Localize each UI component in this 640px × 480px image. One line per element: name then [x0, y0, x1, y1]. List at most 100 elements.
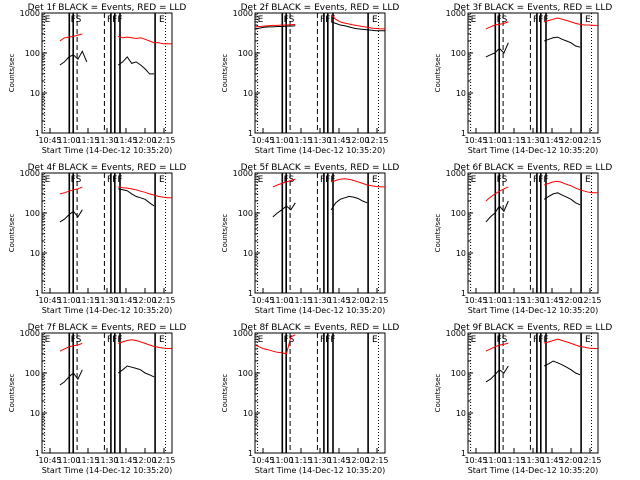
- event-marker-label: FS: [71, 335, 82, 345]
- x-tick-label: 11:30: [95, 456, 118, 465]
- event-marker-label: FFF: [320, 335, 336, 345]
- chart-title: Det 9f BLACK = Events, RED = LLD: [454, 323, 613, 333]
- series-lld-red: [485, 338, 598, 352]
- event-marker-label: FS: [497, 175, 508, 185]
- x-tick-label: 11:00: [57, 136, 80, 145]
- x-tick-label: 11:15: [76, 136, 99, 145]
- y-tick-label: 1: [35, 129, 40, 138]
- x-tick-label: 11:15: [76, 456, 99, 465]
- chart-title: Det 5f BLACK = Events, RED = LLD: [241, 163, 400, 173]
- series-events-black: [485, 36, 581, 58]
- x-tick-label: 11:15: [289, 456, 312, 465]
- x-tick-label: 10:45: [251, 456, 274, 465]
- panel-det-1: Det 1f BLACK = Events, RED = LLD 1 10 100 10…: [8, 3, 186, 155]
- x-axis-label: Start Time (14-Dec-12 10:35:20): [42, 466, 173, 475]
- series-events-black: [272, 195, 368, 218]
- series-lld-red: [272, 178, 385, 188]
- x-tick-label: 10:45: [464, 136, 487, 145]
- event-marker-label: E: [258, 175, 264, 185]
- panel-det-5: Det 5f BLACK = Events, RED = LLD 1 10 100 10…: [221, 163, 399, 315]
- x-tick-label: 12:00: [133, 136, 156, 145]
- x-tick-label: 11:30: [521, 296, 544, 305]
- x-tick-label: 11:00: [57, 296, 80, 305]
- x-tick-label: 11:30: [308, 456, 331, 465]
- y-tick-label: 10: [30, 409, 40, 418]
- x-tick-label: 12:15: [578, 456, 601, 465]
- x-axis-label: Start Time (14-Dec-12 10:35:20): [255, 306, 386, 315]
- x-tick-label: 10:45: [38, 136, 61, 145]
- x-tick-label: 10:45: [38, 296, 61, 305]
- plot-frame: [41, 12, 173, 134]
- series-events-black: [254, 21, 385, 32]
- chart-title: Det 4f BLACK = Events, RED = LLD: [28, 163, 187, 173]
- x-tick-label: 10:45: [38, 456, 61, 465]
- y-tick-label: 100: [238, 49, 253, 58]
- x-axis-label: Start Time (14-Dec-12 10:35:20): [255, 466, 386, 475]
- y-axis-label: Counts/sec: [221, 214, 229, 253]
- y-tick-label: 1: [248, 129, 253, 138]
- x-tick-label: 11:45: [540, 296, 563, 305]
- event-marker-label: E: [159, 15, 165, 25]
- y-tick-label: 100: [451, 369, 466, 378]
- series-events-black: [59, 365, 155, 386]
- panel-det-3: Det 3f BLACK = Events, RED = LLD 1 10 100 10…: [434, 3, 612, 155]
- event-marker-label: FS: [284, 15, 295, 25]
- series-lld-red: [485, 180, 598, 202]
- x-tick-label: 11:45: [540, 136, 563, 145]
- y-tick-label: 1000: [233, 9, 253, 18]
- y-tick-label: 10: [456, 409, 466, 418]
- x-axis-label: Start Time (14-Dec-12 10:35:20): [468, 466, 599, 475]
- x-tick-label: 12:15: [152, 296, 175, 305]
- x-tick-label: 11:15: [502, 296, 525, 305]
- plot-frame: [467, 172, 599, 294]
- event-marker-label: FS: [497, 15, 508, 25]
- y-axis-label: Counts/sec: [8, 374, 16, 413]
- x-tick-label: 11:00: [270, 296, 293, 305]
- x-tick-label: 11:45: [114, 136, 137, 145]
- event-marker-label: E: [471, 175, 477, 185]
- event-marker-label: FFF: [533, 335, 549, 345]
- y-axis-label: Counts/sec: [8, 54, 16, 93]
- y-tick-label: 1: [248, 449, 253, 458]
- x-tick-label: 12:15: [365, 296, 388, 305]
- series-lld-red: [254, 334, 296, 355]
- y-tick-label: 100: [25, 369, 40, 378]
- x-tick-label: 10:45: [464, 296, 487, 305]
- y-tick-label: 1000: [20, 329, 40, 338]
- event-marker-label: E: [372, 15, 378, 25]
- x-tick-label: 11:00: [483, 296, 506, 305]
- event-marker-label: FFF: [107, 335, 123, 345]
- event-marker-label: E: [45, 175, 51, 185]
- series-lld-red: [59, 33, 172, 45]
- y-tick-label: 1: [461, 289, 466, 298]
- x-tick-label: 11:30: [521, 136, 544, 145]
- x-tick-label: 11:45: [114, 456, 137, 465]
- x-tick-label: 11:15: [289, 136, 312, 145]
- x-tick-label: 11:45: [327, 456, 350, 465]
- x-tick-label: 11:15: [289, 296, 312, 305]
- event-marker-label: FFF: [320, 175, 336, 185]
- x-axis-label: Start Time (14-Dec-12 10:35:20): [468, 146, 599, 155]
- y-axis-label: Counts/sec: [434, 214, 442, 253]
- event-marker-label: E: [471, 15, 477, 25]
- plot-frame: [254, 12, 386, 134]
- y-tick-label: 1000: [446, 169, 466, 178]
- x-tick-label: 11:30: [308, 136, 331, 145]
- event-marker-label: FS: [284, 175, 295, 185]
- chart-title: Det 7f BLACK = Events, RED = LLD: [28, 323, 187, 333]
- series-events-black: [485, 360, 581, 383]
- x-tick-label: 11:00: [483, 456, 506, 465]
- event-marker-label: E: [45, 15, 51, 25]
- x-tick-label: 12:15: [578, 296, 601, 305]
- x-axis-label: Start Time (14-Dec-12 10:35:20): [42, 146, 173, 155]
- chart-title: Det 8f BLACK = Events, RED = LLD: [241, 323, 400, 333]
- plot-frame: [467, 332, 599, 454]
- y-axis-label: Counts/sec: [434, 374, 442, 413]
- event-marker-label: FS: [497, 335, 508, 345]
- x-tick-label: 11:15: [502, 136, 525, 145]
- event-marker-label: E: [159, 175, 165, 185]
- event-marker-label: E: [471, 335, 477, 345]
- y-tick-label: 100: [451, 209, 466, 218]
- series-events-black: [485, 192, 581, 223]
